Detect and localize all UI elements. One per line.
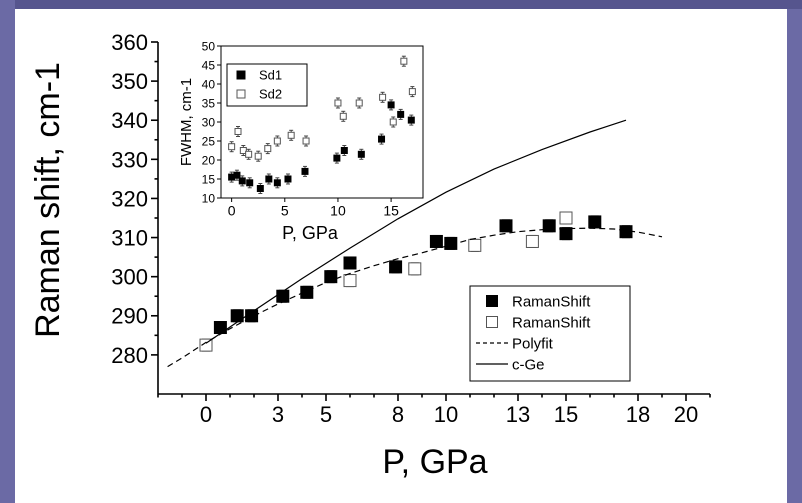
main-point-filled — [213, 321, 227, 335]
inset-point-filled — [265, 175, 273, 183]
inset-point-open — [234, 128, 242, 135]
inset-point-open — [239, 147, 247, 154]
main-y-tick-label: 340 — [111, 108, 148, 133]
inset-point-open — [379, 93, 387, 101]
inset-point-open — [245, 150, 253, 158]
main-x-tick-label: 13 — [506, 402, 530, 427]
inset-y-tick-label: 40 — [202, 77, 216, 91]
main-point-filled — [230, 309, 244, 323]
main-x-tick-label: 5 — [320, 402, 332, 427]
main-point-filled — [343, 256, 357, 270]
inset-y-tick-label: 30 — [202, 115, 216, 129]
inset-point-filled — [333, 154, 341, 162]
inset-legend-label: Sd2 — [259, 87, 282, 102]
inset-y-tick-label: 20 — [202, 153, 216, 167]
main-x-tick-label: 20 — [674, 402, 698, 427]
main-y-tick-label: 360 — [111, 30, 148, 55]
inset-point-open — [389, 118, 397, 126]
inset-point-filled — [246, 179, 254, 187]
main-x-tick-label: 0 — [200, 402, 212, 427]
inset-point-open — [254, 152, 262, 160]
main-y-tick-label: 290 — [111, 304, 148, 329]
main-series-c-ge-line — [205, 119, 627, 344]
inset-point-open — [302, 137, 310, 145]
main-legend-label: RamanShift — [512, 293, 591, 310]
inset-y-tick-label: 15 — [202, 172, 216, 186]
inset-point-filled — [357, 150, 365, 158]
main-x-tick-label: 15 — [554, 402, 578, 427]
inset-x-axis-title: P, GPa — [282, 223, 339, 243]
main-y-tick-label: 300 — [111, 265, 148, 290]
inset-point-open — [339, 112, 347, 120]
inset-x-tick-label: 10 — [330, 202, 346, 218]
inset-x-tick-label: 0 — [228, 202, 236, 218]
main-point-filled — [324, 270, 338, 284]
main-point-filled — [559, 227, 573, 241]
inset-point-filled — [407, 116, 415, 124]
inset-point-filled — [301, 167, 309, 175]
inset-x-tick-label: 15 — [383, 202, 399, 218]
main-point-open — [408, 262, 422, 276]
inset-point-filled — [340, 147, 348, 154]
inset-y-tick-label: 25 — [202, 134, 216, 148]
inset-point-open — [287, 131, 295, 139]
inset-point-open — [228, 143, 236, 151]
inset-point-open — [355, 99, 363, 107]
inset-point-filled — [387, 101, 395, 109]
main-x-axis-title: P, GPa — [382, 443, 487, 481]
main-y-tick-label: 280 — [111, 343, 148, 368]
main-point-open — [199, 338, 213, 352]
main-x-tick-label: 18 — [626, 402, 650, 427]
inset-legend-symbol-open — [236, 89, 246, 99]
main-y-axis-title: Raman shift, cm-1 — [29, 62, 67, 338]
inset-point-filled — [378, 135, 386, 143]
inset-y-tick-label: 50 — [202, 39, 216, 53]
main-x-tick-label: 10 — [434, 402, 458, 427]
inset-y-tick-label: 45 — [202, 58, 216, 72]
main-point-filled — [499, 219, 513, 233]
inset-point-filled — [256, 185, 264, 192]
inset-point-open — [408, 88, 416, 96]
main-point-filled — [429, 234, 443, 248]
main-x-tick-label: 3 — [272, 402, 284, 427]
main-y-tick-label: 310 — [111, 225, 148, 250]
main-legend-label: Polyfit — [512, 335, 554, 352]
main-legend-label: RamanShift — [512, 314, 591, 331]
inset-point-filled — [233, 171, 241, 179]
main-y-tick-label: 330 — [111, 147, 148, 172]
main-x-tick-label: 8 — [392, 402, 404, 427]
inset-point-open — [400, 57, 408, 65]
slide-canvas: 280 290 300 310 320 330 340 350 360 0 3 5 8 10 13 15 18 2… — [15, 9, 787, 503]
inset-legend-label: Sd1 — [259, 68, 282, 83]
main-point-filled — [389, 260, 403, 274]
inset-point-open — [334, 99, 342, 107]
main-y-tick-label: 350 — [111, 69, 148, 94]
inset-x-tick-label: 5 — [281, 202, 289, 218]
inset-point-filled — [397, 110, 405, 118]
main-y-tick-label: 320 — [111, 186, 148, 211]
inset-point-filled — [284, 175, 292, 183]
main-point-open — [525, 234, 539, 248]
main-legend-label: c-Ge — [512, 356, 545, 373]
main-point-filled — [588, 215, 602, 229]
main-point-open — [559, 211, 573, 225]
inset-point-filled — [273, 179, 281, 187]
main-point-open — [468, 238, 482, 252]
inset-point-open — [273, 137, 281, 145]
inset-point-open — [264, 145, 272, 153]
inset-y-axis-title: FWHM, cm-1 — [178, 78, 195, 166]
main-legend-symbol-open — [486, 316, 498, 328]
main-legend-symbol-filled — [486, 295, 498, 307]
inset-y-tick-label: 10 — [202, 191, 216, 205]
inset-y-tick-label: 35 — [202, 96, 216, 110]
main-point-filled — [444, 236, 458, 250]
main-point-open — [343, 274, 357, 288]
slide-frame-left — [0, 0, 15, 503]
inset-point-filled — [238, 177, 246, 185]
inset-legend-symbol-filled — [236, 70, 246, 80]
slide-frame-top — [0, 0, 802, 9]
